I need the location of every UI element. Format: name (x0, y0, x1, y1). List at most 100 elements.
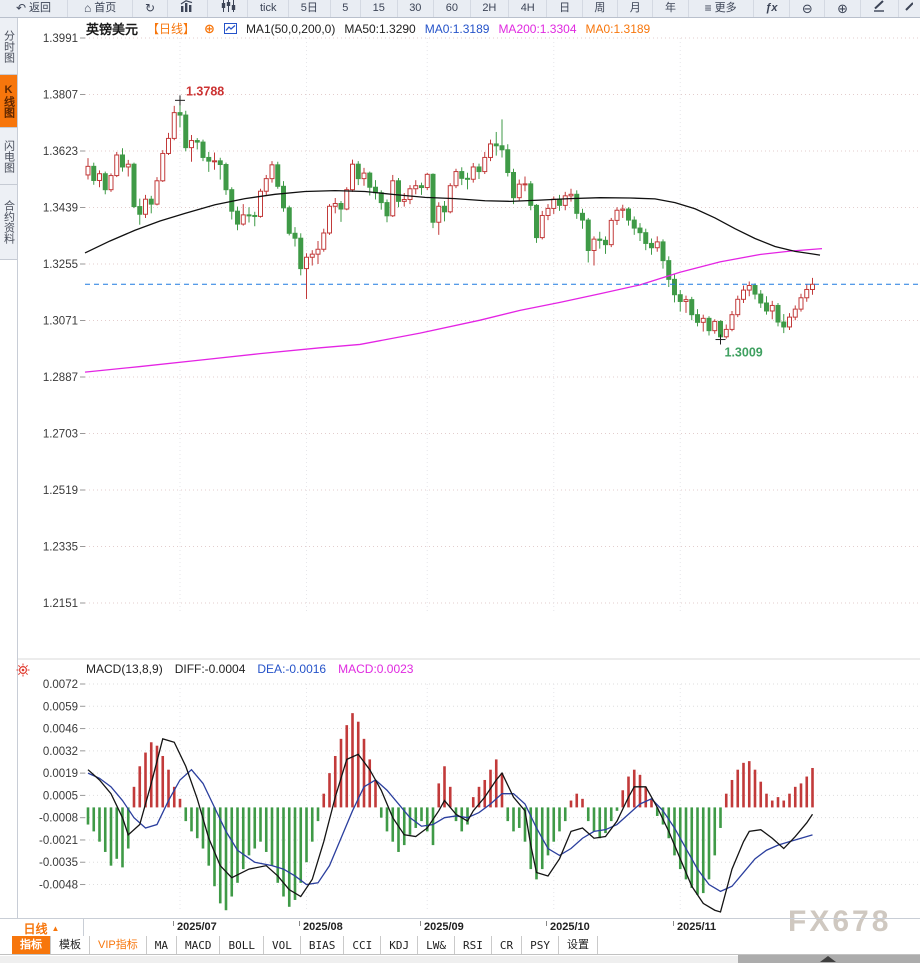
tab-boll[interactable]: BOLL (220, 936, 264, 954)
period-60m-button[interactable]: 60 (434, 0, 471, 17)
sidebar-tab-time-chart[interactable]: 分时图 (0, 18, 17, 75)
svg-text:-0.0035: -0.0035 (39, 857, 78, 869)
period-2h-button[interactable]: 2H (471, 0, 510, 17)
period-4h-button[interactable]: 4H (509, 0, 548, 17)
period-30m-button[interactable]: 30 (398, 0, 435, 17)
fx-label: ƒx (765, 2, 778, 14)
svg-text:-0.0008: -0.0008 (39, 813, 78, 825)
macd-lines (87, 738, 814, 913)
xaxis-date: 2025/09 (420, 921, 464, 933)
chevron-up-icon: ▲ (51, 923, 60, 933)
period-selector-label: 日线 (23, 921, 48, 936)
zoom-out-button[interactable]: ⊖ (790, 0, 826, 17)
zoom-out-icon: ⊖ (801, 1, 813, 16)
draw-button[interactable] (861, 0, 899, 17)
clipped-pencil-icon (905, 0, 915, 18)
svg-text:1.3623: 1.3623 (43, 146, 78, 158)
home-label: 首页 (94, 2, 117, 14)
back-button[interactable]: ↶ 返回 (0, 0, 69, 17)
watermark: FX678 (788, 905, 892, 938)
add-indicator-icon[interactable]: ⊕ (204, 20, 215, 36)
svg-text:-0.0048: -0.0048 (39, 880, 78, 892)
period-tick-button[interactable]: tick (248, 0, 290, 17)
svg-text:1.2151: 1.2151 (43, 598, 78, 610)
tab-macd[interactable]: MACD (177, 936, 221, 954)
svg-text:0.0019: 0.0019 (43, 768, 78, 780)
tab-rsi[interactable]: RSI (455, 936, 492, 954)
svg-text:1.2519: 1.2519 (43, 485, 78, 497)
home-button[interactable]: ⌂ 首页 (68, 0, 134, 17)
tab-psy[interactable]: PSY (522, 936, 559, 954)
moving-averages (84, 189, 823, 373)
period-tag: 【日线】 (147, 22, 196, 36)
tab-settings[interactable]: 设置 (559, 936, 598, 954)
period-5m-button[interactable]: 5 (331, 0, 361, 17)
svg-text:1.3009: 1.3009 (725, 346, 763, 360)
macd-header-row: MACD(13,8,9) DIFF:-0.0004 DEA:-0.0016 MA… (86, 662, 413, 676)
svg-text:1.3439: 1.3439 (43, 203, 78, 215)
symbol-name: 英镑美元 (86, 22, 139, 37)
period-15m-button[interactable]: 15 (361, 0, 398, 17)
sidebar-tab-contract-info[interactable]: 合约资料 (0, 185, 17, 260)
refresh-button[interactable]: ↻ (133, 0, 168, 17)
horizontal-scrollbar[interactable] (738, 955, 920, 963)
period-5d-button[interactable]: 5日 (289, 0, 331, 17)
period-week-button[interactable]: 周 (583, 0, 619, 17)
svg-text:0.0046: 0.0046 (43, 724, 78, 736)
ma-settings-label: MA1(50,0,200,0) (245, 21, 336, 36)
tab-lw[interactable]: LW& (418, 936, 455, 954)
xaxis-date: 2025/08 (299, 921, 343, 933)
ma-indicator-icon (223, 23, 237, 34)
clipped-tool-button[interactable] (899, 0, 920, 17)
tab-bias[interactable]: BIAS (301, 936, 345, 954)
zoom-in-button[interactable]: ⊕ (825, 0, 861, 17)
sidebar-tab-kline-chart[interactable]: K线图 (0, 75, 17, 128)
price-markers: 1.3788 1.3009 (175, 84, 763, 360)
tab-templates[interactable]: 模板 (51, 936, 90, 954)
tab-vol[interactable]: VOL (264, 936, 301, 954)
ma0-orange-value: MA0:1.3189 (585, 21, 651, 36)
sidebar-tab-lightning-chart[interactable]: 闪电图 (0, 128, 17, 185)
candlestick-type-button[interactable] (208, 0, 249, 17)
svg-text:1.3807: 1.3807 (43, 90, 78, 102)
bottom-strip (0, 955, 920, 963)
svg-text:1.2335: 1.2335 (43, 542, 78, 554)
svg-text:-0.0021: -0.0021 (39, 835, 78, 847)
tab-vip-indicators[interactable]: VIP指标 (90, 936, 147, 954)
scrollbar-up-arrow[interactable] (820, 956, 836, 962)
period-day-button[interactable]: 日 (547, 0, 583, 17)
period-selector[interactable]: 日线 ▲ (0, 919, 84, 937)
tab-indicators[interactable]: 指标 (12, 936, 51, 954)
fx-indicator-button[interactable]: ƒx (754, 0, 791, 17)
period-month-button[interactable]: 月 (618, 0, 654, 17)
macd-grid: 0.0072 0.0059 0.0046 0.0032 0.0019 0.0005 -0.0… (39, 679, 920, 892)
tab-kdj[interactable]: KDJ (381, 936, 419, 954)
tab-cr[interactable]: CR (492, 936, 523, 954)
pencil-icon (872, 0, 886, 18)
tab-ma[interactable]: MA (147, 936, 177, 954)
macd-histogram (86, 713, 814, 911)
xaxis-date: 2025/10 (546, 921, 590, 933)
svg-text:0.0072: 0.0072 (43, 679, 78, 691)
svg-text:0.0005: 0.0005 (43, 790, 78, 802)
svg-text:1.2887: 1.2887 (43, 372, 78, 384)
ma200-value: MA200:1.3304 (498, 21, 577, 36)
back-label: 返回 (29, 2, 52, 14)
tab-cci[interactable]: CCI (344, 936, 382, 954)
macd-dea-value: DEA:-0.0016 (257, 662, 327, 676)
xaxis-date: 2025/11 (672, 921, 717, 933)
bar-chart-type-button[interactable] (168, 0, 208, 17)
zoom-in-icon: ⊕ (837, 1, 848, 16)
svg-text:1.3991: 1.3991 (43, 33, 78, 45)
chart-title-row: 英镑美元 【日线】 ⊕ MA1(50,0,200,0) MA50:1.3290 … (86, 19, 650, 38)
price-grid: 1.3991 1.3807 1.3623 1.3439 1.3255 1.3071 1.28… (43, 33, 920, 610)
more-button[interactable]: ≡ 更多 (689, 0, 754, 17)
period-year-button[interactable]: 年 (653, 0, 689, 17)
left-sidebar: 分时图 K线图 闪电图 合约资料 (0, 18, 18, 918)
indicator-settings-icon[interactable] (16, 663, 30, 682)
month-gridlines (18, 38, 920, 912)
svg-text:1.2703: 1.2703 (43, 429, 78, 441)
top-toolbar: ↶ 返回 ⌂ 首页 ↻ (0, 0, 920, 18)
